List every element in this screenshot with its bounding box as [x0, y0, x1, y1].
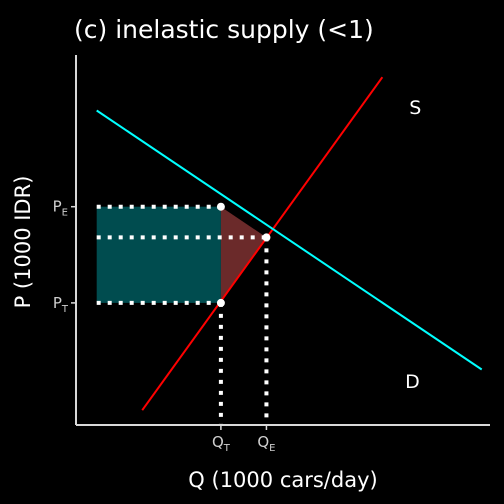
chart-title: (c) inelastic supply (<1)	[74, 15, 374, 44]
x-axis-label: Q (1000 cars/day)	[188, 468, 377, 492]
y-tick-label: PT	[53, 294, 69, 315]
plot-area: S D QT QE PE PT	[53, 55, 490, 454]
demand-curve	[96, 109, 483, 371]
supply-curve-label: S	[409, 97, 421, 119]
equilibrium-point	[262, 233, 271, 242]
y-tick-label: PE	[53, 198, 68, 219]
supply-curve	[141, 76, 384, 411]
tax-point-1	[216, 202, 225, 211]
demand-curve-label: D	[405, 371, 420, 393]
x-tick-label: QT	[212, 433, 231, 454]
tax-point-2	[216, 298, 225, 307]
tax-revenue-area	[96, 206, 221, 303]
x-tick-label: QE	[257, 433, 275, 454]
deadweight-loss-area	[220, 206, 267, 303]
y-axis-label: P (1000 IDR)	[11, 176, 35, 309]
